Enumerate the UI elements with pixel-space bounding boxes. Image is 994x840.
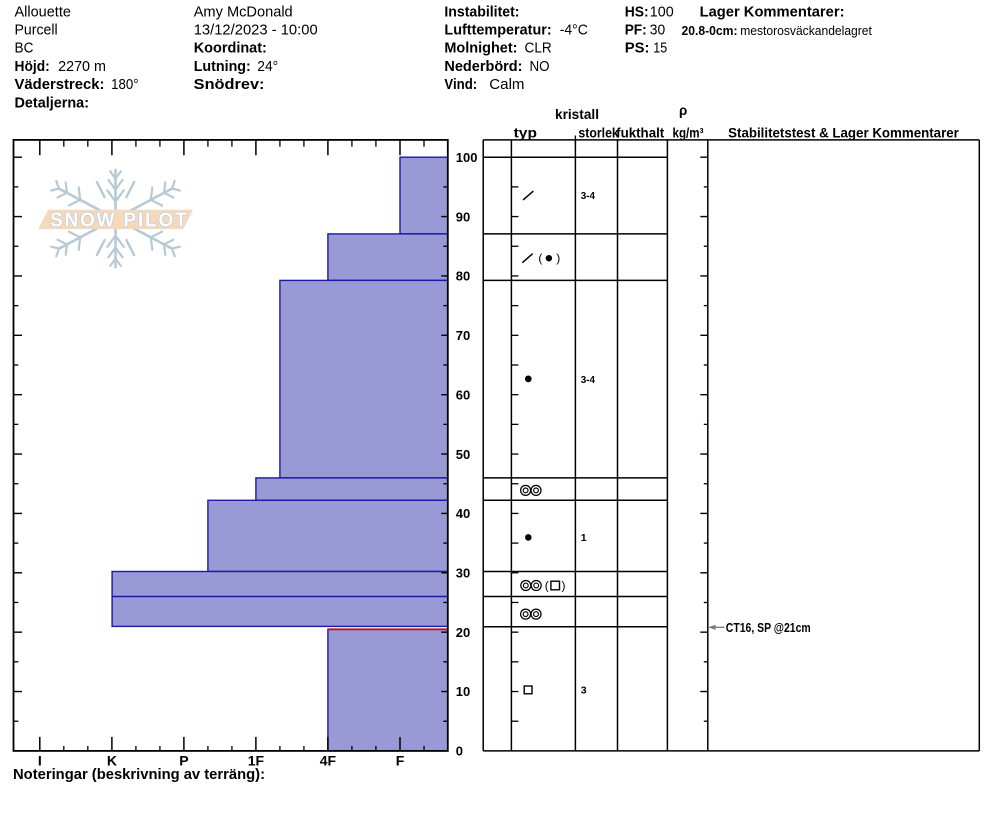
svg-text:kg/m³: kg/m³ bbox=[673, 125, 704, 140]
svg-text:1F: 1F bbox=[248, 752, 265, 768]
svg-text:13/12/2023 - 10:00: 13/12/2023 - 10:00 bbox=[194, 22, 318, 39]
svg-text:0: 0 bbox=[456, 744, 463, 759]
svg-text:30: 30 bbox=[456, 565, 470, 580]
svg-text:Koordinat:: Koordinat: bbox=[194, 40, 267, 57]
svg-text:Calm: Calm bbox=[489, 76, 524, 93]
svg-text:I: I bbox=[38, 752, 42, 768]
svg-text:3-4: 3-4 bbox=[581, 190, 595, 202]
svg-text:10: 10 bbox=[456, 684, 470, 699]
svg-text:Allouette: Allouette bbox=[15, 3, 71, 20]
svg-text:Lutning:: Lutning: bbox=[194, 58, 251, 75]
svg-text:mestorosväckandelagret: mestorosväckandelagret bbox=[740, 23, 872, 38]
svg-text:Noteringar (beskrivning av ter: Noteringar (beskrivning av terräng): bbox=[13, 767, 265, 783]
svg-text:15: 15 bbox=[653, 40, 667, 57]
svg-text:PS:: PS: bbox=[625, 40, 650, 57]
svg-text:P: P bbox=[179, 752, 188, 768]
svg-text:NO: NO bbox=[530, 58, 550, 75]
svg-text:CLR: CLR bbox=[525, 40, 552, 57]
svg-text:Höjd:: Höjd: bbox=[15, 58, 50, 75]
svg-text:4F: 4F bbox=[320, 752, 337, 768]
svg-text:24°: 24° bbox=[257, 58, 278, 75]
svg-text:Väderstreck:: Väderstreck: bbox=[15, 76, 105, 93]
svg-text:30: 30 bbox=[650, 22, 665, 39]
svg-text:Lager Kommentarer:: Lager Kommentarer: bbox=[700, 3, 845, 20]
svg-text:2270 m: 2270 m bbox=[58, 58, 106, 75]
svg-text:): ) bbox=[556, 251, 560, 265]
svg-text:Stabilitetstest & Lager Kommen: Stabilitetstest & Lager Kommentarer bbox=[728, 125, 959, 140]
svg-text:ρ: ρ bbox=[679, 103, 687, 118]
svg-text:HS:: HS: bbox=[625, 3, 649, 20]
svg-text:100: 100 bbox=[650, 3, 674, 20]
svg-text:Instabilitet:: Instabilitet: bbox=[444, 3, 519, 20]
svg-text:PF:: PF: bbox=[625, 22, 647, 39]
svg-text:): ) bbox=[562, 579, 566, 593]
svg-text:Amy McDonald: Amy McDonald bbox=[194, 3, 293, 20]
svg-text:storlek: storlek bbox=[578, 125, 619, 140]
svg-text:fukthalt: fukthalt bbox=[616, 125, 665, 140]
svg-text:Vind:: Vind: bbox=[444, 76, 477, 93]
svg-text:70: 70 bbox=[456, 328, 470, 343]
svg-text:60: 60 bbox=[456, 387, 470, 402]
svg-text:40: 40 bbox=[456, 506, 470, 521]
svg-text:50: 50 bbox=[456, 447, 470, 462]
svg-text:Detaljerna:: Detaljerna: bbox=[15, 94, 90, 111]
svg-text:80: 80 bbox=[456, 269, 470, 284]
svg-text:typ: typ bbox=[514, 125, 537, 140]
svg-text:3: 3 bbox=[581, 684, 587, 696]
svg-text:Lufttemperatur:: Lufttemperatur: bbox=[444, 22, 551, 39]
svg-text:Molnighet:: Molnighet: bbox=[444, 40, 517, 57]
svg-text:Snödrev:: Snödrev: bbox=[194, 76, 265, 93]
svg-text:CT16, SP @21cm: CT16, SP @21cm bbox=[726, 621, 811, 635]
svg-text:1: 1 bbox=[581, 532, 587, 544]
svg-text:3-4: 3-4 bbox=[581, 374, 595, 386]
svg-text:kristall: kristall bbox=[555, 107, 599, 122]
svg-text:100: 100 bbox=[456, 150, 478, 165]
svg-text:180°: 180° bbox=[111, 76, 138, 93]
svg-text:(: ( bbox=[545, 579, 549, 593]
svg-text:K: K bbox=[107, 752, 117, 768]
svg-text:90: 90 bbox=[456, 209, 470, 224]
svg-text:F: F bbox=[396, 752, 405, 768]
svg-text:Purcell: Purcell bbox=[15, 22, 58, 39]
svg-text:20.8-0cm:: 20.8-0cm: bbox=[682, 23, 738, 38]
svg-text:Nederbörd:: Nederbörd: bbox=[444, 58, 522, 75]
svg-text:SNOW PILOT: SNOW PILOT bbox=[50, 209, 188, 231]
svg-text:BC: BC bbox=[15, 40, 34, 57]
svg-text:-4°C: -4°C bbox=[560, 22, 588, 39]
svg-text:20: 20 bbox=[456, 625, 470, 640]
svg-text:(: ( bbox=[538, 251, 542, 265]
